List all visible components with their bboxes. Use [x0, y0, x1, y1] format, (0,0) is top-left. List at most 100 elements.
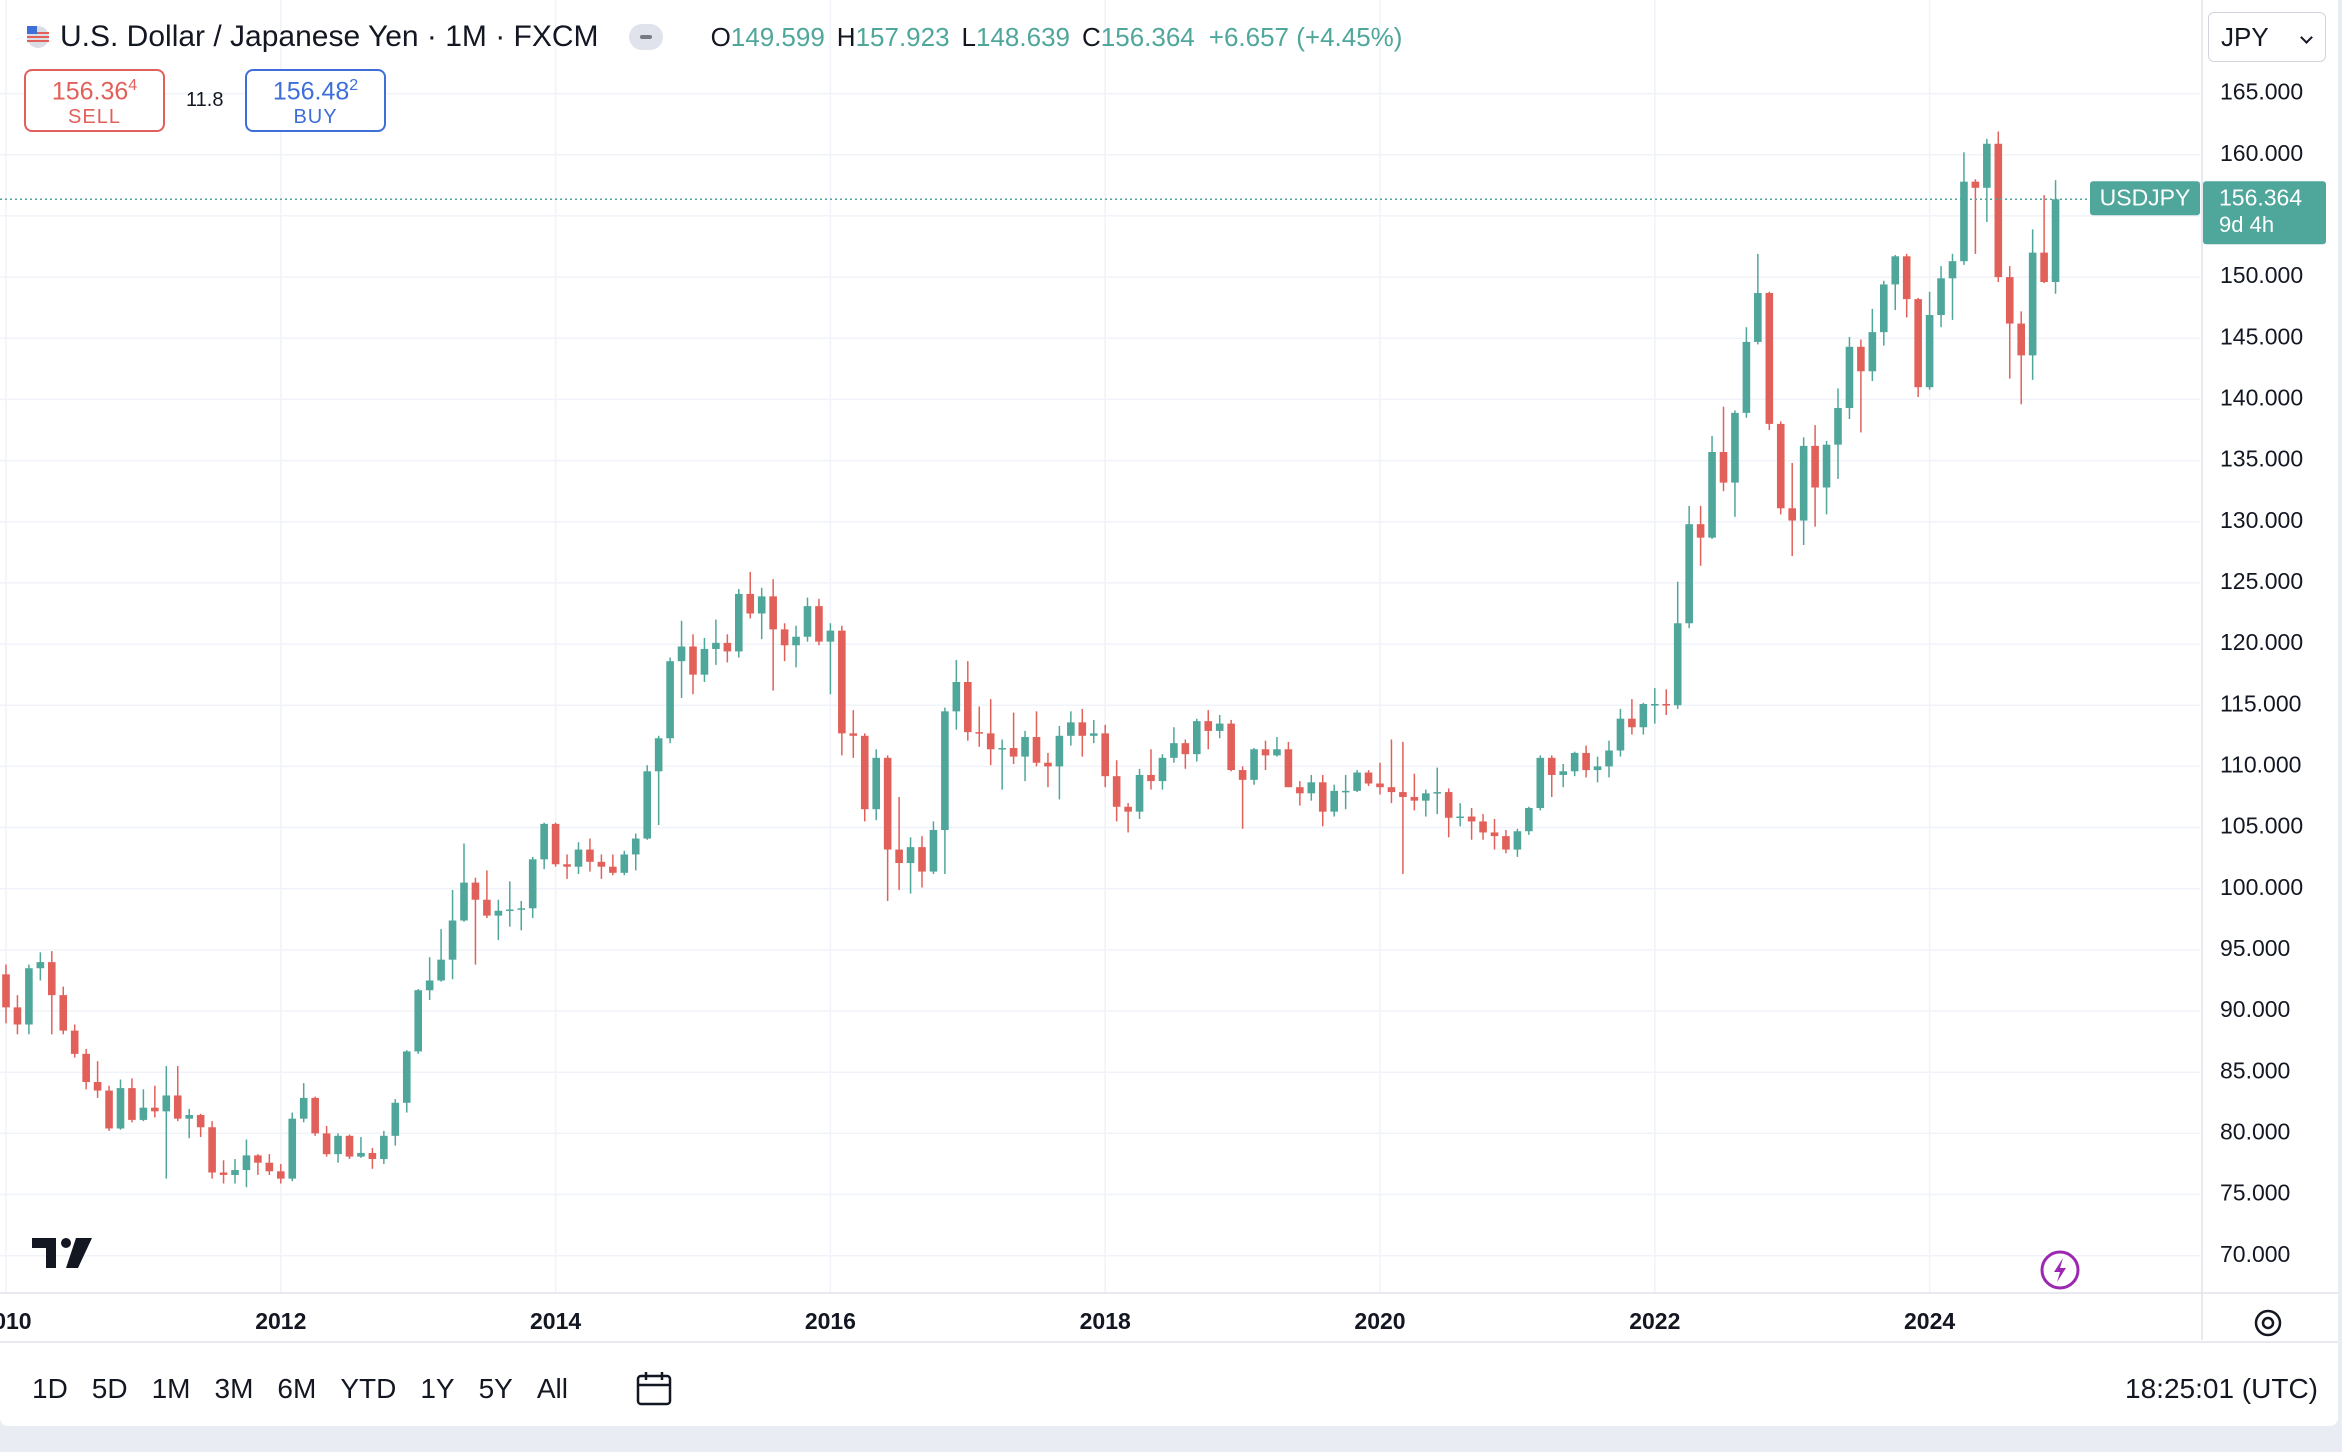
- candle-body: [59, 995, 68, 1031]
- symbol-title[interactable]: U.S. Dollar / Japanese Yen · 1M · FXCM: [60, 20, 599, 53]
- candle-body: [563, 864, 571, 867]
- candle-body: [792, 636, 800, 646]
- candle-body: [597, 861, 606, 867]
- sell-button[interactable]: 156.364 SELL: [24, 69, 165, 132]
- candle-body: [242, 1155, 251, 1171]
- candle-body: [1651, 704, 1659, 706]
- candle-body: [986, 733, 995, 750]
- candle-body: [609, 866, 617, 873]
- collapse-button[interactable]: [628, 24, 663, 50]
- candle-body: [82, 1053, 90, 1082]
- x-tick-label: 2018: [1080, 1308, 1131, 1334]
- y-tick-label: 125.000: [2220, 568, 2303, 594]
- range-button[interactable]: 1Y: [420, 1373, 455, 1404]
- candle-body: [815, 606, 823, 642]
- lightning-button[interactable]: [2040, 1250, 2080, 1290]
- candle-body: [895, 849, 903, 864]
- ohlc-value: 156.364: [1100, 21, 1195, 52]
- buy-label: BUY: [293, 106, 338, 129]
- candle-body: [643, 771, 651, 839]
- range-button[interactable]: 3M: [214, 1373, 254, 1404]
- candle-body: [1181, 743, 1190, 755]
- candle-body: [1685, 524, 1693, 624]
- y-tick-label: 75.000: [2220, 1180, 2290, 1206]
- candle-body: [941, 711, 949, 831]
- candle-body: [574, 849, 583, 867]
- currency-select[interactable]: JPY: [2208, 12, 2326, 62]
- y-tick-label: 95.000: [2220, 935, 2290, 961]
- candle-body: [654, 738, 663, 772]
- candle-body: [1101, 733, 1109, 777]
- candle-body: [517, 908, 526, 910]
- ohlc-value: 149.599: [730, 21, 825, 52]
- candle-body: [631, 838, 640, 855]
- candle-body: [1215, 723, 1224, 731]
- candle-body: [700, 648, 709, 675]
- range-button[interactable]: 5Y: [478, 1373, 513, 1404]
- candle-body: [1032, 737, 1041, 763]
- candle-body: [93, 1081, 102, 1091]
- candle-body: [1868, 332, 1877, 372]
- candle-body: [299, 1097, 308, 1119]
- candle-body: [1444, 792, 1453, 818]
- candle-body: [1696, 524, 1705, 538]
- candle-body: [1422, 793, 1430, 801]
- candle-body: [803, 606, 812, 637]
- candle-body: [1250, 749, 1258, 780]
- date-range-button[interactable]: [636, 1372, 672, 1406]
- candle-body: [13, 1007, 22, 1025]
- range-button[interactable]: All: [536, 1373, 568, 1404]
- candle-body: [1135, 774, 1144, 812]
- buy-pip: 2: [349, 77, 359, 94]
- candle-body: [2051, 199, 2060, 282]
- candle-body: [1754, 292, 1762, 342]
- candle-body: [1925, 315, 1934, 388]
- candle-body: [128, 1088, 136, 1120]
- range-button[interactable]: YTD: [340, 1373, 397, 1404]
- candle-body: [1525, 807, 1533, 832]
- candle-body: [540, 823, 548, 860]
- candle-body: [551, 823, 560, 865]
- candle-body: [1318, 782, 1327, 812]
- candle-body: [105, 1090, 113, 1129]
- candle-body: [48, 962, 56, 996]
- candle-body: [425, 980, 434, 991]
- candle-body: [1708, 452, 1716, 538]
- candle-body: [368, 1152, 377, 1160]
- candle-body: [838, 630, 846, 734]
- price-tag: [2203, 181, 2326, 245]
- x-tick-label: 2014: [530, 1308, 581, 1334]
- range-button[interactable]: 1D: [32, 1373, 68, 1404]
- candle-body: [277, 1171, 285, 1179]
- candle-body: [769, 596, 777, 630]
- candle-body: [1124, 806, 1132, 812]
- candle-body: [1960, 181, 1968, 262]
- range-button[interactable]: 6M: [277, 1373, 317, 1404]
- candle-body: [288, 1118, 297, 1179]
- candle-body: [906, 847, 915, 864]
- candle-body: [1983, 143, 1991, 188]
- y-tick-label: 90.000: [2220, 996, 2290, 1022]
- candle-body: [1742, 341, 1751, 413]
- candle-body: [2028, 252, 2037, 356]
- candle-body: [36, 962, 45, 969]
- buy-button[interactable]: 156.482 BUY: [245, 69, 386, 132]
- candle-body: [1456, 816, 1464, 819]
- range-button[interactable]: 5D: [91, 1373, 128, 1404]
- candle-body: [1147, 774, 1155, 782]
- candle-body: [1112, 776, 1121, 807]
- candle-body: [1639, 704, 1648, 728]
- candle-body: [1731, 412, 1739, 483]
- settings-button[interactable]: [2254, 1309, 2282, 1337]
- candle-body: [1834, 407, 1842, 445]
- candle-body: [735, 593, 743, 652]
- range-button[interactable]: 1M: [151, 1373, 191, 1404]
- candle-body: [1811, 445, 1819, 488]
- candle-body: [185, 1115, 193, 1119]
- candle-body: [162, 1095, 171, 1112]
- candle-body: [173, 1095, 182, 1119]
- candle-body: [402, 1051, 411, 1103]
- candle-body: [116, 1088, 125, 1129]
